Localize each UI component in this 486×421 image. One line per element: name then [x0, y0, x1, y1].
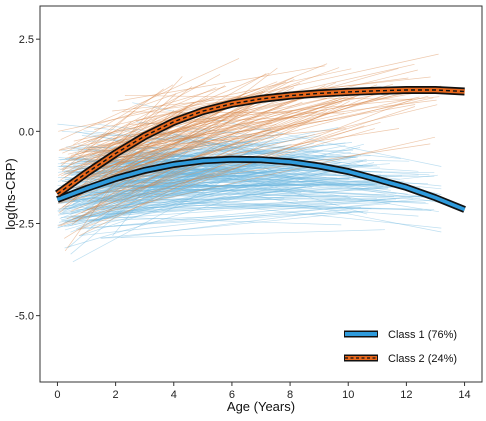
x-axis-title: Age (Years): [227, 399, 295, 414]
y-tick-label: -5.0: [15, 311, 34, 323]
y-tick-label: 2.5: [19, 34, 34, 46]
x-tick-label: 4: [171, 389, 177, 401]
legend: Class 1 (76%) Class 2 (24%): [344, 329, 457, 365]
legend-label-1: Class 1 (76%): [388, 329, 457, 341]
x-tick-label: 0: [54, 389, 60, 401]
x-tick-label: 14: [458, 389, 470, 401]
y-axis-title: log(hs-CRP): [3, 158, 18, 230]
x-tick-label: 10: [342, 389, 354, 401]
x-tick-label: 12: [400, 389, 412, 401]
y-axis: 2.50.0-2.5-5.0: [15, 34, 40, 322]
y-tick-label: 0.0: [19, 126, 34, 138]
x-tick-label: 2: [113, 389, 119, 401]
legend-label-2: Class 2 (24%): [388, 353, 457, 365]
